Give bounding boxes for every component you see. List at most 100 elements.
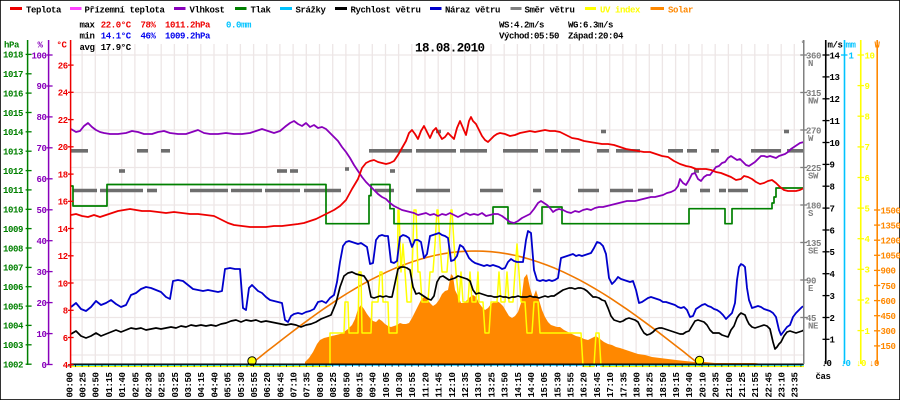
- svg-text:315: 315: [806, 89, 821, 99]
- svg-text:10:30: 10:30: [395, 372, 405, 397]
- svg-text:1015: 1015: [3, 109, 23, 119]
- svg-text:1200: 1200: [881, 237, 900, 247]
- svg-text:4: 4: [865, 235, 871, 245]
- svg-text:90: 90: [37, 82, 47, 92]
- svg-text:avg: avg: [80, 43, 95, 53]
- svg-text:1: 1: [830, 336, 836, 346]
- svg-text:6: 6: [63, 334, 68, 344]
- svg-text:22.0°C: 22.0°C: [101, 20, 132, 30]
- svg-text:8: 8: [830, 183, 835, 193]
- svg-text:Teplota: Teplota: [26, 6, 62, 16]
- svg-text:16:45: 16:45: [593, 372, 603, 397]
- svg-text:14.1°C: 14.1°C: [101, 32, 132, 42]
- svg-text:06:20: 06:20: [263, 372, 273, 397]
- svg-text:čas: čas: [816, 372, 831, 382]
- svg-text:10: 10: [865, 51, 875, 61]
- svg-text:01:40: 01:40: [118, 372, 128, 397]
- svg-text:14: 14: [58, 225, 69, 235]
- svg-text:Vlhkost: Vlhkost: [190, 6, 225, 16]
- svg-text:UV index: UV index: [600, 6, 641, 16]
- svg-text:21:00: 21:00: [725, 372, 735, 397]
- svg-text:01:15: 01:15: [105, 372, 115, 397]
- svg-text:10:55: 10:55: [408, 372, 418, 397]
- svg-text:1050: 1050: [881, 252, 900, 262]
- svg-text:1002: 1002: [3, 361, 23, 371]
- svg-text:Východ:05:50: Východ:05:50: [499, 32, 559, 42]
- svg-text:18:25: 18:25: [646, 372, 656, 397]
- svg-text:4: 4: [63, 361, 69, 371]
- svg-text:2: 2: [830, 314, 835, 324]
- svg-text:8: 8: [63, 307, 68, 317]
- svg-text:30: 30: [37, 268, 47, 278]
- svg-text:10:05: 10:05: [382, 372, 392, 397]
- svg-text:19:40: 19:40: [685, 372, 695, 397]
- svg-text:7: 7: [830, 204, 835, 214]
- svg-text:3: 3: [865, 266, 870, 276]
- svg-text:max: max: [80, 20, 96, 30]
- svg-text:%: %: [38, 40, 44, 50]
- svg-text:Směr větru: Směr větru: [525, 6, 575, 16]
- svg-text:00:50: 00:50: [92, 372, 102, 397]
- svg-text:24: 24: [58, 89, 69, 99]
- svg-text:78%: 78%: [141, 20, 157, 30]
- svg-text:1: 1: [849, 51, 855, 61]
- svg-text:1014: 1014: [3, 128, 24, 138]
- svg-text:1011: 1011: [3, 186, 24, 196]
- svg-text:Náraz větru: Náraz větru: [445, 6, 500, 16]
- svg-text:12: 12: [58, 252, 68, 262]
- svg-text:4: 4: [830, 270, 836, 280]
- svg-text:1004: 1004: [3, 322, 24, 332]
- svg-text:1500: 1500: [881, 206, 900, 216]
- svg-text:1009.2hPa: 1009.2hPa: [165, 32, 211, 42]
- svg-text:SW: SW: [808, 172, 819, 182]
- svg-text:08:50: 08:50: [342, 372, 352, 397]
- svg-text:W: W: [808, 134, 814, 144]
- svg-text:5: 5: [830, 248, 835, 258]
- svg-text:11: 11: [830, 117, 841, 127]
- svg-text:↓0: ↓0: [869, 359, 879, 369]
- svg-text:900: 900: [881, 267, 896, 277]
- svg-text:1005: 1005: [3, 302, 23, 312]
- svg-text:600: 600: [881, 297, 896, 307]
- svg-text:Přízemní teplota: Přízemní teplota: [85, 6, 166, 16]
- svg-text:21:55: 21:55: [751, 372, 761, 397]
- svg-text:18:50: 18:50: [659, 372, 669, 397]
- svg-text:04:15: 04:15: [197, 372, 207, 397]
- svg-text:150: 150: [881, 342, 896, 352]
- svg-text:14:40: 14:40: [527, 372, 537, 397]
- svg-text:80: 80: [37, 113, 47, 123]
- svg-text:02:30: 02:30: [144, 372, 154, 397]
- svg-text:17.9°C: 17.9°C: [101, 43, 132, 53]
- svg-text:1350: 1350: [881, 221, 900, 231]
- svg-text:12:10: 12:10: [448, 372, 458, 397]
- svg-text:03:50: 03:50: [184, 372, 194, 397]
- svg-text:17:10: 17:10: [606, 372, 616, 397]
- svg-text:13:00: 13:00: [474, 372, 484, 397]
- svg-text:0.0mm: 0.0mm: [226, 20, 252, 30]
- svg-text:22:45: 22:45: [764, 372, 774, 397]
- svg-text:13: 13: [830, 73, 840, 83]
- svg-text:18: 18: [58, 170, 68, 180]
- svg-text:11:45: 11:45: [435, 372, 445, 397]
- svg-text:02:05: 02:05: [131, 372, 141, 397]
- svg-text:10: 10: [58, 279, 68, 289]
- svg-text:11:20: 11:20: [421, 372, 431, 397]
- svg-text:mm: mm: [846, 40, 857, 50]
- svg-text:10: 10: [830, 139, 840, 149]
- svg-text:21:25: 21:25: [738, 372, 748, 397]
- svg-text:NW: NW: [808, 97, 819, 107]
- svg-text:14:15: 14:15: [514, 372, 524, 397]
- svg-text:1007: 1007: [3, 264, 23, 274]
- svg-text:°: °: [801, 40, 806, 50]
- svg-text:08:00: 08:00: [316, 372, 326, 397]
- svg-text:07:10: 07:10: [290, 372, 300, 397]
- svg-text:19:15: 19:15: [672, 372, 682, 397]
- svg-text:S: S: [808, 209, 814, 219]
- svg-text:05:55: 05:55: [250, 372, 260, 397]
- svg-text:↓0: ↓0: [822, 359, 832, 369]
- svg-text:9: 9: [830, 161, 835, 171]
- svg-text:23:35: 23:35: [791, 372, 801, 397]
- svg-text:15:05: 15:05: [540, 372, 550, 397]
- svg-text:00:00: 00:00: [65, 372, 75, 397]
- svg-text:20: 20: [37, 299, 47, 309]
